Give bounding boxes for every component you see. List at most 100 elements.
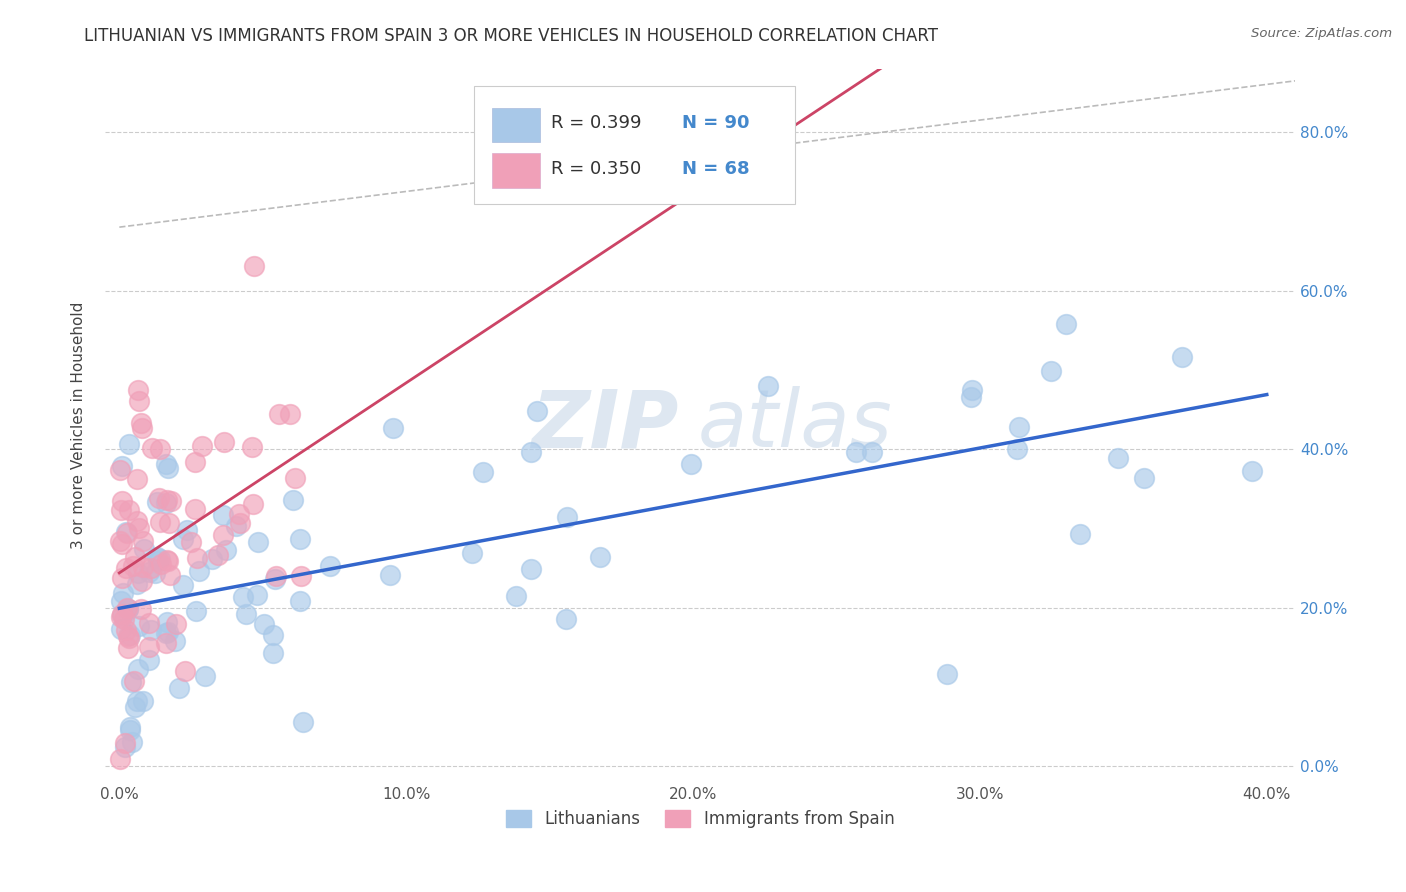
Point bbox=[187, 564, 209, 578]
Point bbox=[156, 493, 179, 508]
Point bbox=[121, 735, 143, 749]
Text: ZIP: ZIP bbox=[531, 386, 679, 465]
Point bbox=[1241, 464, 1264, 478]
Point bbox=[122, 674, 145, 689]
Point bbox=[756, 378, 779, 392]
Point bbox=[960, 390, 983, 404]
Point bbox=[380, 568, 402, 582]
Point bbox=[262, 628, 284, 642]
Point bbox=[118, 631, 141, 645]
Point bbox=[1007, 442, 1029, 456]
Point bbox=[157, 461, 180, 475]
Point bbox=[127, 566, 149, 580]
Point bbox=[681, 457, 703, 471]
Point bbox=[290, 594, 312, 608]
Point bbox=[1040, 364, 1063, 378]
Point bbox=[190, 439, 212, 453]
Point bbox=[114, 736, 136, 750]
Point bbox=[117, 641, 139, 656]
Point bbox=[118, 436, 141, 450]
Point bbox=[225, 518, 247, 533]
Point bbox=[319, 558, 342, 573]
Point bbox=[118, 503, 141, 517]
Point bbox=[143, 566, 166, 580]
Point bbox=[1133, 471, 1156, 485]
Point bbox=[200, 551, 222, 566]
Point bbox=[235, 607, 257, 621]
Point bbox=[118, 720, 141, 734]
Point bbox=[520, 562, 543, 576]
Point bbox=[215, 542, 238, 557]
Point bbox=[138, 615, 160, 630]
Point bbox=[111, 536, 134, 550]
Point bbox=[132, 694, 155, 708]
Point bbox=[117, 602, 139, 616]
Point bbox=[156, 552, 179, 566]
Point bbox=[232, 590, 254, 604]
Point bbox=[228, 507, 250, 521]
Point bbox=[246, 588, 269, 602]
Point bbox=[115, 601, 138, 615]
Point bbox=[156, 625, 179, 640]
Point bbox=[131, 420, 153, 434]
Point bbox=[132, 560, 155, 574]
Text: N = 90: N = 90 bbox=[682, 114, 749, 133]
Point bbox=[186, 551, 208, 566]
Point bbox=[278, 407, 301, 421]
Point bbox=[141, 442, 163, 456]
Point bbox=[167, 681, 190, 696]
Point bbox=[111, 494, 134, 508]
Point bbox=[111, 459, 134, 474]
Point bbox=[264, 569, 287, 583]
Point bbox=[212, 508, 235, 523]
Point bbox=[288, 532, 311, 546]
Point bbox=[146, 495, 169, 509]
Point bbox=[290, 568, 312, 582]
Point bbox=[505, 589, 527, 603]
Point bbox=[936, 666, 959, 681]
Point bbox=[139, 624, 162, 638]
Point bbox=[124, 700, 146, 714]
Point bbox=[128, 394, 150, 409]
Point bbox=[117, 602, 139, 616]
Point bbox=[240, 440, 263, 454]
Point bbox=[128, 521, 150, 535]
Point bbox=[1007, 419, 1029, 434]
Point bbox=[115, 526, 138, 541]
Point bbox=[165, 633, 187, 648]
FancyBboxPatch shape bbox=[474, 87, 796, 204]
Point bbox=[108, 751, 131, 765]
Point bbox=[589, 549, 612, 564]
Point bbox=[212, 528, 235, 542]
Point bbox=[124, 550, 146, 565]
Point bbox=[461, 546, 484, 560]
Point bbox=[246, 535, 269, 549]
Text: atlas: atlas bbox=[699, 386, 893, 465]
Point bbox=[132, 541, 155, 556]
Point bbox=[110, 622, 132, 636]
Point bbox=[174, 665, 197, 679]
Point bbox=[1054, 317, 1077, 331]
Point bbox=[212, 435, 235, 450]
Point bbox=[1170, 350, 1192, 364]
Point bbox=[172, 533, 194, 547]
Point bbox=[284, 471, 307, 485]
Point bbox=[471, 465, 494, 479]
Point bbox=[127, 383, 149, 397]
Point bbox=[112, 612, 135, 626]
Point bbox=[155, 457, 177, 471]
Point bbox=[159, 568, 181, 582]
Point bbox=[127, 577, 149, 591]
Text: LITHUANIAN VS IMMIGRANTS FROM SPAIN 3 OR MORE VEHICLES IN HOUSEHOLD CORRELATION : LITHUANIAN VS IMMIGRANTS FROM SPAIN 3 OR… bbox=[84, 27, 938, 45]
Text: N = 68: N = 68 bbox=[682, 161, 749, 178]
Y-axis label: 3 or more Vehicles in Household: 3 or more Vehicles in Household bbox=[72, 301, 86, 549]
Point bbox=[520, 445, 543, 459]
Point bbox=[111, 607, 134, 622]
Point bbox=[155, 625, 177, 640]
Point bbox=[118, 628, 141, 642]
Point bbox=[131, 574, 153, 589]
Point bbox=[207, 549, 229, 563]
Point bbox=[114, 739, 136, 754]
Point bbox=[960, 383, 983, 397]
Point bbox=[110, 463, 132, 477]
